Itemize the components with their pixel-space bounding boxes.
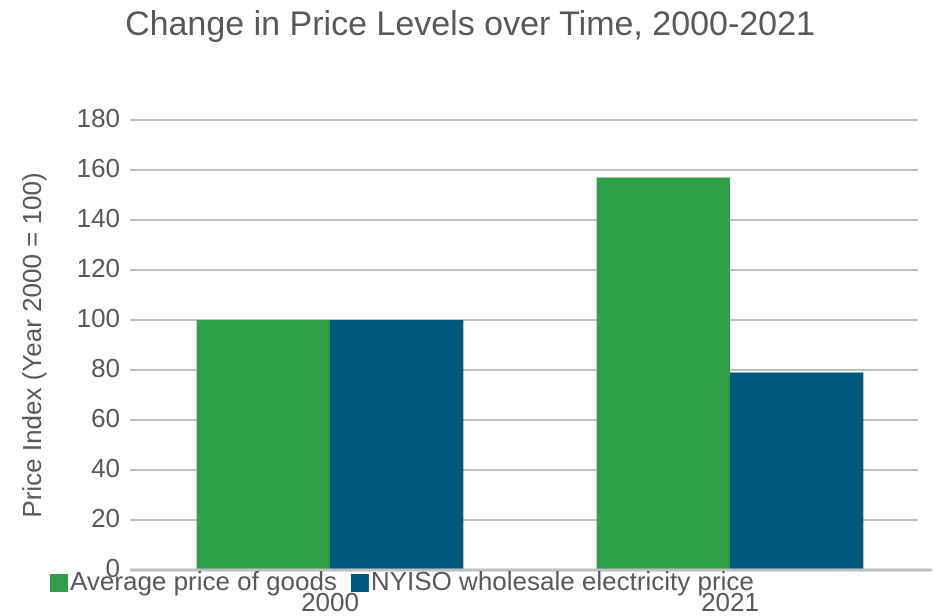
chart-title: Change in Price Levels over Time, 2000-2…	[125, 5, 815, 43]
bar	[730, 372, 864, 570]
y-tick-label: 180	[77, 103, 120, 133]
y-axis-label: Price Index (Year 2000 = 100)	[17, 172, 47, 517]
y-tick-label: 40	[91, 453, 120, 483]
y-tick-label: 160	[77, 153, 120, 183]
y-tick-label: 0	[106, 553, 120, 583]
bar	[196, 320, 330, 570]
legend-swatch	[50, 574, 68, 592]
x-tick-label: 2000	[301, 587, 359, 616]
y-tick-label: 120	[77, 253, 120, 283]
y-tick-label: 20	[91, 503, 120, 533]
legend-label: NYISO wholesale electricity price	[371, 566, 754, 596]
legend-swatch	[350, 574, 369, 592]
bar	[330, 320, 464, 570]
y-tick-label: 80	[91, 353, 120, 383]
y-tick-label: 100	[77, 303, 120, 333]
y-tick-label: 60	[91, 403, 120, 433]
bar	[596, 177, 730, 570]
y-tick-label: 140	[77, 203, 120, 233]
legend-label: Average price of goods	[70, 566, 337, 596]
x-tick-label: 2021	[701, 587, 759, 616]
